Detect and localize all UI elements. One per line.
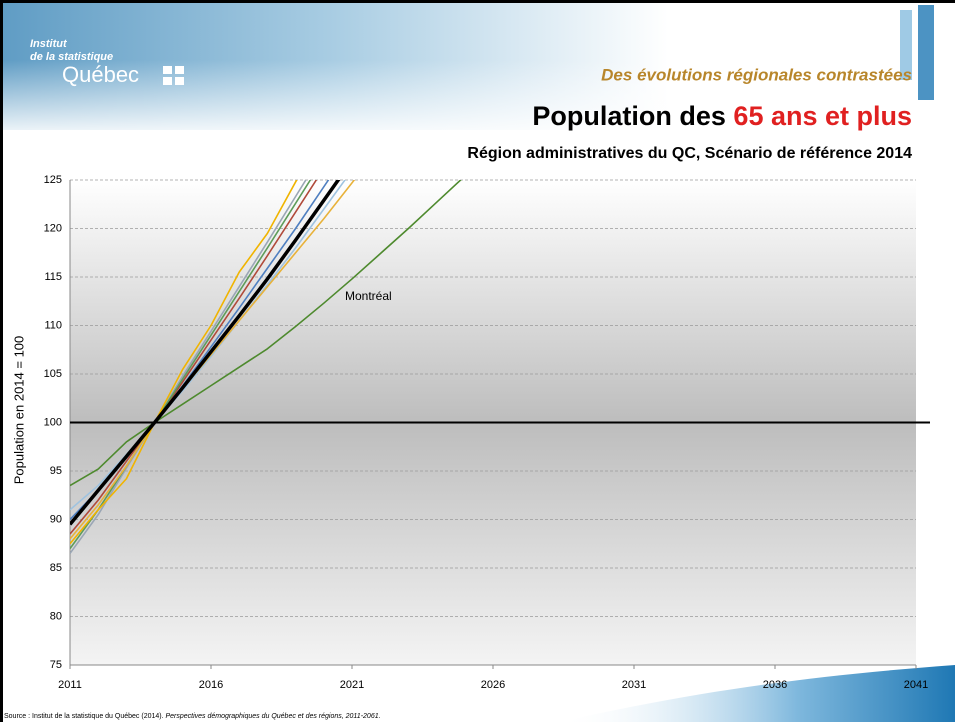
logo-name: Québec <box>62 62 139 87</box>
x-tick-label: 2041 <box>904 679 928 691</box>
y-tick-label: 90 <box>50 513 62 525</box>
logo-flag <box>175 66 184 74</box>
frame-top <box>0 0 955 3</box>
y-axis-label: Population en 2014 = 100 <box>11 336 26 485</box>
logo-line: de la statistique <box>30 51 113 63</box>
deco-bar <box>918 5 934 100</box>
series-label: Montréal <box>345 289 392 303</box>
subtitle: Région administratives du QC, Scénario d… <box>467 145 912 162</box>
y-tick-label: 110 <box>44 319 62 331</box>
source: Source : Institut de la statistique du Q… <box>4 713 381 720</box>
series-line <box>70 180 318 535</box>
title: Population des 65 ans et plus <box>532 101 912 131</box>
logo-flag <box>163 77 172 85</box>
logo-line: Institut <box>30 38 68 50</box>
x-tick-label: 2031 <box>622 679 646 691</box>
y-tick-label: 75 <box>50 659 62 671</box>
lines <box>70 180 462 554</box>
y-tick-label: 95 <box>50 465 62 477</box>
y-tick-label: 120 <box>44 222 62 234</box>
source-text: Source : Institut de la statistique du Q… <box>4 713 165 720</box>
swoosh <box>560 665 955 722</box>
logo-flag <box>163 66 172 74</box>
y-tick-label: 115 <box>44 271 62 283</box>
x-tick-label: 2026 <box>481 679 505 691</box>
header-fade <box>0 60 955 140</box>
deco-bar <box>900 10 912 80</box>
x-tick-label: 2021 <box>340 679 364 691</box>
y-tick-label: 105 <box>44 368 62 380</box>
x-tick-label: 2036 <box>763 679 787 691</box>
logo-flag <box>175 77 184 85</box>
x-tick-label: 2011 <box>58 679 82 691</box>
series-line <box>70 180 341 526</box>
y-tick-label: 80 <box>50 610 62 622</box>
y-tick-label: 85 <box>50 562 62 574</box>
kicker: Des évolutions régionales contrastées <box>601 65 912 84</box>
frame-left <box>0 0 3 722</box>
title-part: Population des <box>532 101 733 131</box>
x-tick-label: 2016 <box>199 679 223 691</box>
series-line <box>70 180 462 487</box>
source-title: Perspectives démographiques du Québec et… <box>165 713 380 720</box>
series-line <box>70 180 356 540</box>
title-highlight: 65 ans et plus <box>733 101 912 131</box>
series-line <box>70 180 298 545</box>
y-tick-label: 125 <box>44 174 62 186</box>
y-tick-label: 100 <box>44 416 62 428</box>
